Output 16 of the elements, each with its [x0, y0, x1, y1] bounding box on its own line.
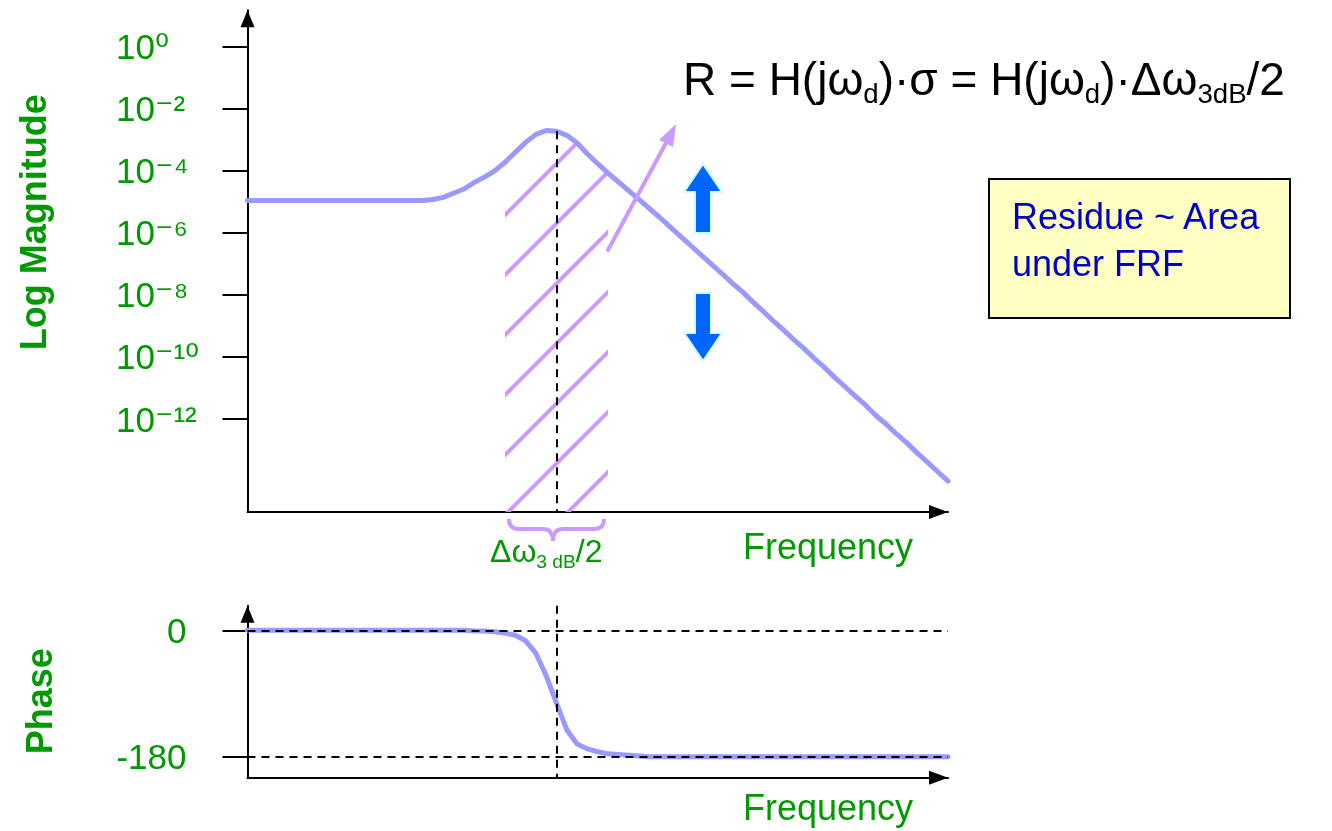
text: Δω$_{3 dB}$/2	[490, 532, 603, 572]
y-tick-label: 0	[167, 610, 187, 650]
y-tick-label: 10⁻⁶	[116, 213, 188, 253]
annotation: R = H(jω$_{d}$)·σ = H(jω$_{d}$)·Δω$_{3dB}$/2	[683, 52, 1285, 110]
y-tick-label: 10⁻⁸	[116, 275, 189, 315]
x-axis-title: Frequency	[742, 525, 913, 567]
x-axis-title: Frequency	[742, 787, 913, 829]
y-tick-label: 10⁻¹²	[116, 399, 197, 439]
note-box: Residue ~ Area under FRF	[988, 178, 1291, 319]
y-tick-label: 10⁻¹⁰	[116, 337, 200, 377]
y-tick-label: 10⁻⁴	[116, 151, 189, 191]
y-tick-label: -180	[116, 737, 187, 777]
y-axis-title: Log Magnitude	[13, 94, 54, 351]
y-axis-title: Phase	[19, 648, 60, 755]
y-tick-label: 10⁰	[116, 27, 169, 67]
y-tick-label: 10⁻²	[116, 89, 186, 129]
